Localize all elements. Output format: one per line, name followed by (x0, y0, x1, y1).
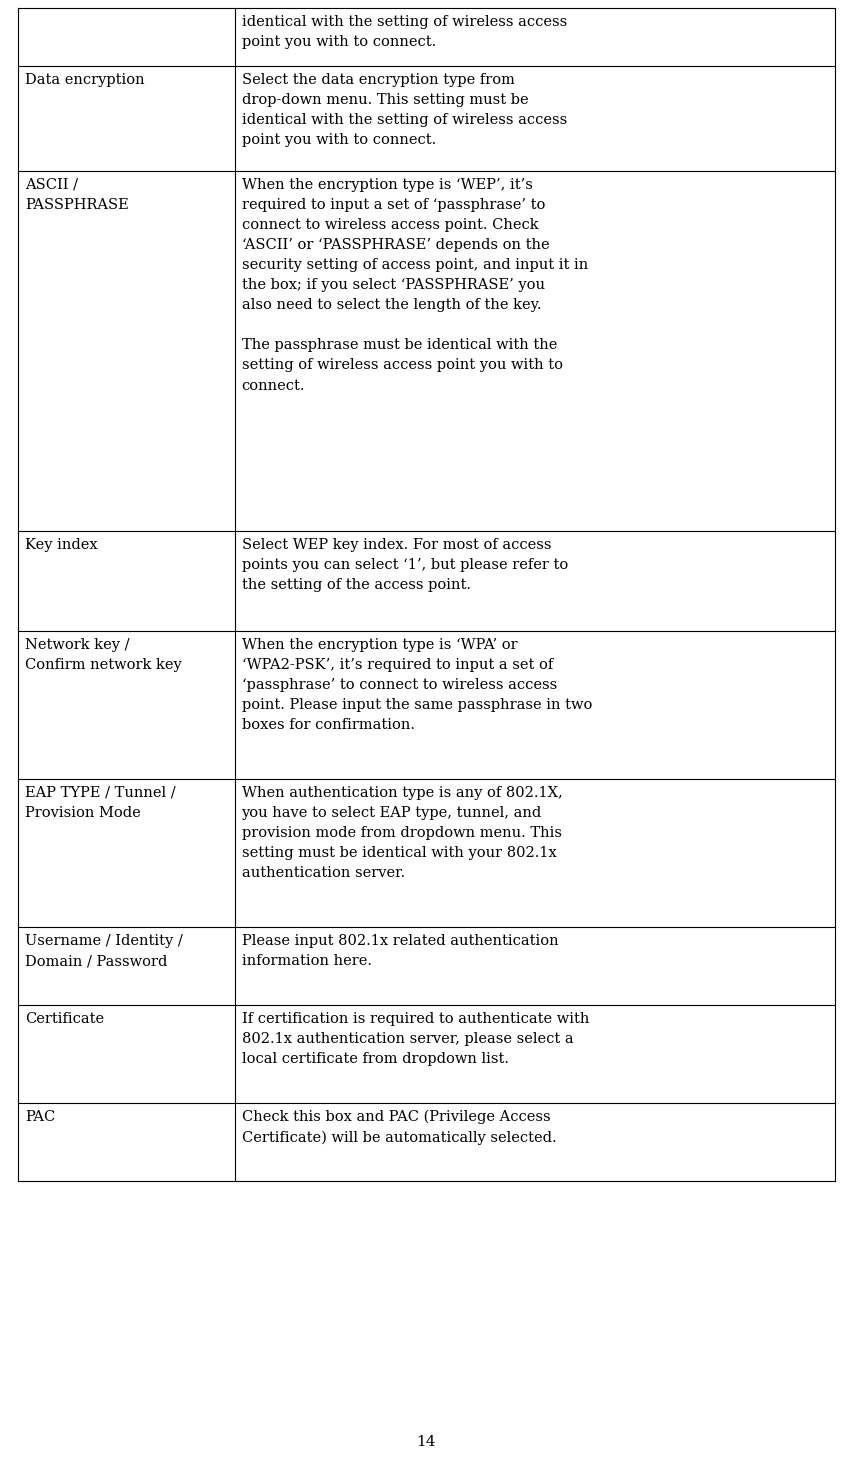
Text: EAP TYPE / Tunnel /
Provision Mode: EAP TYPE / Tunnel / Provision Mode (25, 786, 176, 820)
Text: Please input 802.1x related authentication
information here.: Please input 802.1x related authenticati… (241, 934, 558, 968)
Text: Network key /
Confirm network key: Network key / Confirm network key (25, 638, 181, 672)
Text: When the encryption type is ‘WPA’ or
‘WPA2-PSK’, it’s required to input a set of: When the encryption type is ‘WPA’ or ‘WP… (241, 638, 592, 732)
Text: Key index: Key index (25, 537, 98, 552)
Text: Select WEP key index. For most of access
points you can select ‘1’, but please r: Select WEP key index. For most of access… (241, 537, 567, 591)
Text: If certification is required to authenticate with
802.1x authentication server, : If certification is required to authenti… (241, 1012, 589, 1066)
Text: Username / Identity /
Domain / Password: Username / Identity / Domain / Password (25, 934, 182, 968)
Text: identical with the setting of wireless access
point you with to connect.: identical with the setting of wireless a… (241, 15, 567, 50)
Text: ASCII /
PASSPHRASE: ASCII / PASSPHRASE (25, 179, 129, 212)
Text: Select the data encryption type from
drop-down menu. This setting must be
identi: Select the data encryption type from dro… (241, 73, 567, 148)
Text: PAC: PAC (25, 1110, 55, 1124)
Text: 14: 14 (417, 1435, 435, 1449)
Text: When authentication type is any of 802.1X,
you have to select EAP type, tunnel, : When authentication type is any of 802.1… (241, 786, 562, 880)
Text: Check this box and PAC (Privilege Access
Certificate) will be automatically sele: Check this box and PAC (Privilege Access… (241, 1110, 556, 1145)
Text: Certificate: Certificate (25, 1012, 104, 1026)
Text: Data encryption: Data encryption (25, 73, 145, 86)
Text: When the encryption type is ‘WEP’, it’s
required to input a set of ‘passphrase’ : When the encryption type is ‘WEP’, it’s … (241, 179, 588, 392)
